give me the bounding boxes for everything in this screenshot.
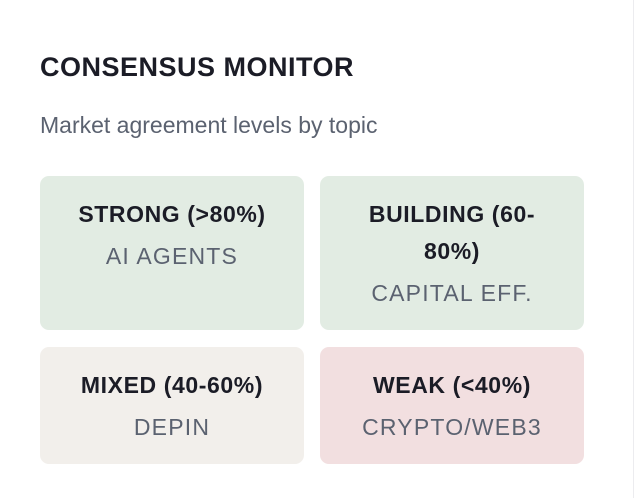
panel-title: CONSENSUS MONITOR [40,52,355,82]
consensus-level-label: STRONG (>80%) [78,201,266,227]
consensus-topic: AI AGENTS [105,243,239,269]
consensus-topic: CRYPTO/WEB3 [362,414,542,440]
consensus-topic: DEPIN [133,414,211,440]
consensus-card-building: BUILDING (60-80%) CAPITAL EFF. [320,176,584,330]
consensus-level-label: MIXED (40-60%) [80,372,264,398]
consensus-card-weak: WEAK (<40%) CRYPTO/WEB3 [320,347,584,464]
consensus-level-label: BUILDING (60-80%) [368,201,536,264]
consensus-level-label: WEAK (<40%) [372,372,532,398]
consensus-grid: STRONG (>80%) AI AGENTS BUILDING (60-80%… [40,176,584,464]
consensus-topic: CAPITAL EFF. [371,280,533,306]
consensus-card-mixed: MIXED (40-60%) DEPIN [40,347,304,464]
consensus-card-strong: STRONG (>80%) AI AGENTS [40,176,304,330]
panel-subtitle: Market agreement levels by topic [40,112,378,138]
